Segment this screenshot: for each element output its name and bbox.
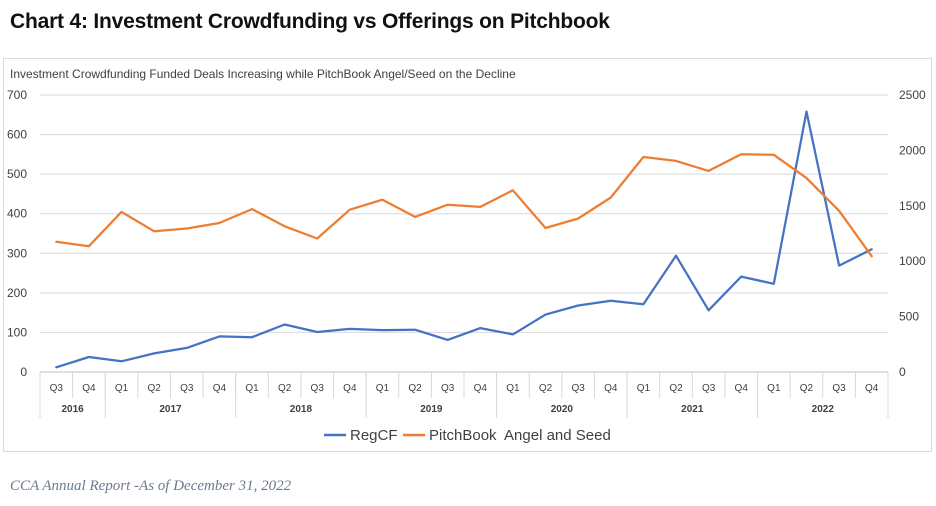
year-label: 2021 xyxy=(681,404,704,415)
chart-title: Investment Crowdfunding Funded Deals Inc… xyxy=(10,67,516,81)
year-label: 2016 xyxy=(61,404,84,415)
x-tick-label: Q3 xyxy=(702,383,716,394)
y-right-tick-label: 2000 xyxy=(899,143,926,157)
x-tick-label: Q4 xyxy=(343,383,357,394)
y-left-tick-label: 200 xyxy=(7,286,27,300)
y-left-tick-label: 400 xyxy=(7,207,27,221)
chart-container xyxy=(3,58,932,452)
year-label: 2019 xyxy=(420,404,443,415)
x-tick-label: Q1 xyxy=(245,383,259,394)
x-tick-label: Q2 xyxy=(278,383,292,394)
source-caption: CCA Annual Report -As of December 31, 20… xyxy=(10,478,292,494)
x-tick-label: Q4 xyxy=(865,383,879,394)
x-tick-label: Q3 xyxy=(571,383,585,394)
x-tick-label: Q4 xyxy=(735,383,749,394)
year-label: 2018 xyxy=(290,404,313,415)
y-left-tick-label: 700 xyxy=(7,88,27,102)
y-right-tick-label: 2500 xyxy=(899,88,926,102)
x-tick-label: Q2 xyxy=(408,383,422,394)
x-tick-label: Q1 xyxy=(115,383,129,394)
series-line-regcf xyxy=(55,110,873,369)
x-tick-label: Q4 xyxy=(213,383,227,394)
x-tick-label: Q2 xyxy=(539,383,553,394)
x-tick-label: Q3 xyxy=(311,383,325,394)
y-left-tick-label: 0 xyxy=(20,365,27,379)
y-right-tick-label: 1500 xyxy=(899,199,926,213)
page-heading: Chart 4: Investment Crowdfunding vs Offe… xyxy=(10,10,610,33)
legend-label: PitchBook Angel and Seed xyxy=(429,427,611,444)
x-tick-label: Q4 xyxy=(474,383,488,394)
x-tick-label: Q2 xyxy=(669,383,683,394)
x-tick-label: Q3 xyxy=(180,383,194,394)
x-tick-label: Q1 xyxy=(767,383,781,394)
legend-label: RegCF xyxy=(350,427,398,444)
x-tick-label: Q3 xyxy=(50,383,64,394)
x-tick-label: Q3 xyxy=(832,383,846,394)
x-tick-label: Q1 xyxy=(637,383,651,394)
y-left-tick-label: 300 xyxy=(7,246,27,260)
y-left-tick-label: 600 xyxy=(7,128,27,142)
year-label: 2020 xyxy=(551,404,574,415)
series-line-pitchbook-angel-and-seed xyxy=(55,153,873,258)
year-label: 2022 xyxy=(812,404,835,415)
x-tick-label: Q2 xyxy=(800,383,814,394)
x-tick-label: Q4 xyxy=(82,383,96,394)
x-tick-label: Q1 xyxy=(506,383,520,394)
y-right-tick-label: 1000 xyxy=(899,254,926,268)
x-tick-label: Q1 xyxy=(376,383,390,394)
y-right-tick-label: 500 xyxy=(899,310,919,324)
x-tick-label: Q4 xyxy=(604,383,618,394)
y-left-tick-label: 100 xyxy=(7,325,27,339)
x-tick-label: Q2 xyxy=(147,383,161,394)
x-tick-label: Q3 xyxy=(441,383,455,394)
y-right-tick-label: 0 xyxy=(899,365,906,379)
y-left-tick-label: 500 xyxy=(7,167,27,181)
year-label: 2017 xyxy=(159,404,182,415)
